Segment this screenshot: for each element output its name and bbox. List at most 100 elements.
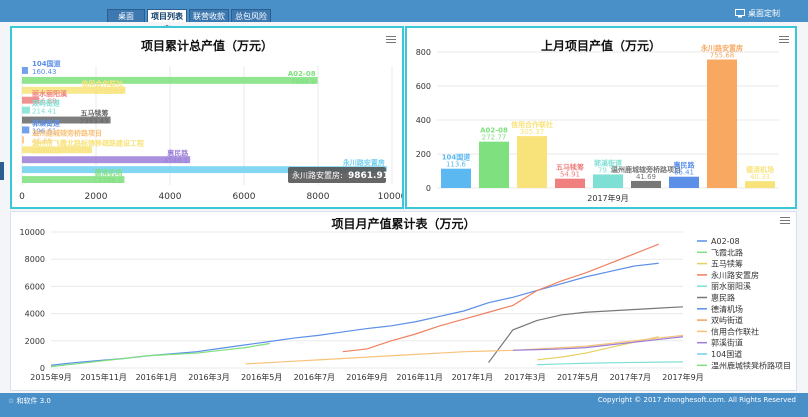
bar [22,166,387,174]
legend-label: 永川路安置房 [711,270,759,280]
footer: ☆ 和软件 3.0 Copyright © 2017 zhonghesoft.c… [0,393,808,417]
bar-value-label: 305.37 [520,128,545,136]
legend-label: A02-08 [711,237,740,246]
legend-label: 郭溪街道 [711,338,743,348]
bar [22,76,318,84]
series-line [50,342,270,368]
series-line [342,243,659,353]
monthly-output-panel: 上月项目产值（万元） 0 200 400 600 800 104国道 113.6 A02-08… [405,26,797,209]
legend-label: 温州鹿城犊凳桥路项目 [711,360,791,370]
tooltip-box [288,167,386,183]
bar-name-label: 信用合作联社 [81,79,123,88]
bar [22,126,30,134]
monitor-icon [735,9,745,18]
bar-name-label: 温州市飞霞北路标铸移疏路建设工程 [32,138,144,147]
bar-name-label: 德清机场 [746,165,774,174]
x-axis-label: 2017年9月 [587,193,628,203]
x-tick-label: 2016年3月 [188,372,229,382]
bar-value-label: 272.77 [482,134,507,142]
tab-joint-receipts[interactable]: 联营收款数 [189,9,229,34]
hamburger-icon[interactable] [780,217,790,225]
x-tick-label: 8000 [307,192,330,202]
hamburger-icon[interactable] [386,36,396,44]
bar-value-label: 4546.1 [164,157,189,165]
y-tick-label: 6000 [25,282,45,291]
bar-name-label: 104国道 [32,59,61,68]
bar-value-label: 456.88 [32,98,57,106]
bar-name-label: 郭溪街道 [32,119,60,128]
bar-value-label: 755.68 [710,52,735,60]
trend-chart-title: 项目月产值累计表（万元） [331,217,476,231]
y-tick-label: 4000 [25,310,45,319]
y-tick-label: 200 [416,150,431,159]
y-tick-label: 600 [416,82,431,91]
bar [22,106,30,114]
bar [22,96,39,104]
trend-line-chart: 0 2000 4000 6000 8000 10000 2015年9月 2015年11月 201… [20,228,791,382]
x-tick-label: 6000 [233,192,256,202]
bar-value-label: 2792.56 [94,88,123,96]
bar-value-label: 214.41 [32,108,57,116]
bar [479,141,509,188]
bar [745,181,775,188]
bar-value-label: 196.61 [32,127,57,135]
cumulative-output-panel: 项目累计总产值（万元） 0200040006000800010000104国道1… [10,26,404,209]
footer-copyright: Copyright © 2017 zhonghesoft.com. All Ri… [597,396,796,404]
x-tick-label: 2017年3月 [504,372,545,382]
bar-name-label: A02-08 [480,127,508,135]
bar-name-label: 温州鹿城辖旁桥路项目 [611,165,681,174]
legend-label: 德清机场 [711,304,743,314]
sidebar-collapse-handle[interactable] [0,162,4,180]
bar-name-label: 永川路安置房 [342,158,385,167]
x-tick-label: 2000 [85,192,108,202]
series-line [488,306,684,363]
bar-name-label: 丽水丽阳溪 [32,89,68,98]
x-tick-label: 0 [19,192,25,202]
desktop-customize-button[interactable]: 桌面定制 [735,8,780,19]
bar [22,146,93,154]
bar-name-label: 五马犊筹 [81,109,109,118]
series-line [245,334,684,365]
bar [22,67,28,74]
bar-value-label: 7988.9 [291,78,316,86]
bar [22,156,191,164]
tab-project-output[interactable]: 项目列表产 [147,9,187,34]
desktop-customize-label: 桌面定制 [748,9,780,18]
legend-label: 飞霞北路 [711,247,743,257]
bar-name-label: 温州鹿城辖旁桥路项目 [32,128,102,137]
monthly-chart-title: 上月项目产值（万元） [540,39,661,53]
bar-value-label: 66.41 [674,169,694,177]
bar-value-label: 41.69 [636,173,656,181]
y-tick-label: 2000 [25,337,45,346]
bar-name-label: 五马犊筹 [556,163,584,172]
cumulative-chart-title: 项目累计总产值（万元） [140,39,273,53]
bar-value-label: 40.33 [750,173,770,181]
x-tick-label: 2016年1月 [136,372,177,382]
bar [22,176,125,183]
legend-label: 五马犊筹 [711,259,743,269]
legend-label: 丽水丽阳溪 [711,281,751,291]
series-line [512,336,684,351]
legend-label: 惠民路 [711,293,735,303]
bar-name-label: 信用合作联社 [511,120,553,129]
bar-value-label: 160.43 [32,68,57,76]
tab-desktop[interactable]: 桌面 [107,9,145,22]
bar [22,136,24,144]
x-tick-label: 10000 [378,192,402,202]
bar-value-label: 54.91 [560,171,580,179]
x-tick-label: 2016年11月 [396,372,443,382]
y-tick-label: 0 [426,184,431,193]
bar-name-label: A02-08 [288,70,316,78]
bar-name-label: 104国道 [442,153,471,162]
bar [441,168,471,188]
x-tick-label: 2017年5月 [557,372,598,382]
x-tick-label: 2017年1月 [452,372,493,382]
tab-risk-assessment[interactable]: 总包风险评 [231,9,271,34]
tooltip-label: 永川路安置房: [292,170,343,180]
hamburger-icon[interactable] [779,36,789,44]
x-tick-label: 4000 [159,192,182,202]
bar [22,86,126,94]
x-tick-label: 2015年11月 [80,372,127,382]
